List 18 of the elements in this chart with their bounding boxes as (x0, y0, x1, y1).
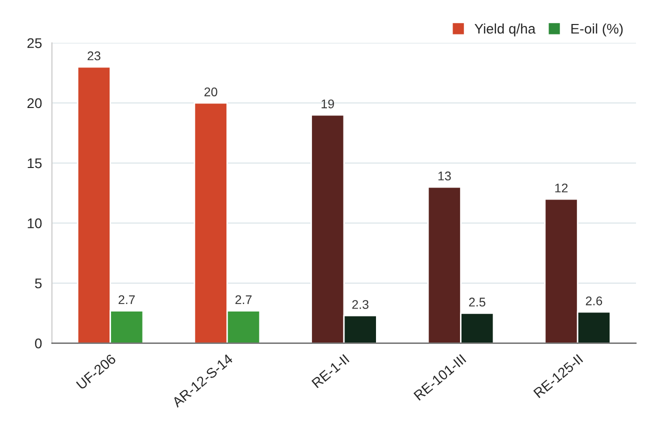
y-tick-label: 5 (35, 278, 42, 288)
data-label: 13 (438, 172, 451, 180)
data-label: 19 (322, 99, 334, 108)
data-label: 23 (88, 51, 100, 60)
y-tick-label: 25 (27, 38, 42, 48)
data-label: 2.3 (352, 300, 368, 309)
y-tick-label: 10 (28, 218, 42, 228)
data-label: 20 (204, 87, 218, 96)
legend-label: Yield q/ha (474, 23, 536, 36)
y-tick-label: 15 (28, 158, 42, 168)
data-label: 2.5 (469, 298, 486, 307)
legend-label: E-oil (%) (571, 23, 623, 36)
data-label: 2.6 (586, 296, 602, 306)
data-label: 12 (555, 184, 568, 192)
data-label: 2.7 (235, 295, 252, 304)
y-tick-label: 20 (27, 98, 42, 108)
y-tick-label: 0 (35, 338, 42, 348)
data-label: 2.7 (118, 295, 135, 304)
